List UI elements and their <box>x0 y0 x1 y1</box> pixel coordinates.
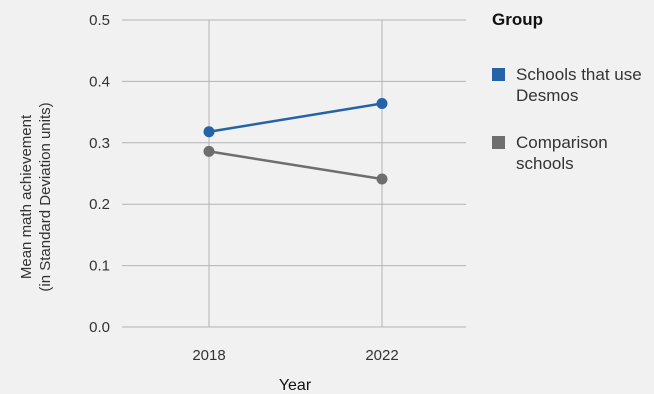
data-point-0 <box>203 126 215 138</box>
legend-swatch-desmos <box>492 68 505 81</box>
data-point-1 <box>376 173 388 185</box>
data-point-0 <box>376 98 388 110</box>
x-tick-labels: 2018 2022 <box>192 347 398 364</box>
y-tick-label: 0.1 <box>89 258 110 275</box>
y-tick-labels: 0.0 0.1 0.2 0.3 0.4 0.5 <box>89 12 110 336</box>
y-axis-title-line2: (in Standard Deviation units) <box>37 102 54 291</box>
y-axis-title-line1: Mean math achievement <box>18 114 35 279</box>
legend-title: Group <box>492 10 543 29</box>
y-axis-title: Mean math achievement (in Standard Devia… <box>18 102 54 291</box>
series-line-0 <box>208 102 383 133</box>
legend-item-desmos: Schools that use Desmos <box>492 64 652 106</box>
x-tick-label: 2018 <box>192 347 225 364</box>
series-lines <box>208 102 383 181</box>
y-tick-label: 0.0 <box>89 319 110 336</box>
data-point-1 <box>203 145 215 157</box>
legend: Group Schools that use Desmos Comparison… <box>492 10 652 200</box>
x-tick-label: 2022 <box>365 347 398 364</box>
legend-label-comparison: Comparison schools <box>516 133 608 173</box>
gridlines <box>122 19 466 328</box>
series-points <box>203 98 388 185</box>
x-axis-title: Year <box>279 377 312 394</box>
y-tick-label: 0.4 <box>89 73 110 90</box>
y-tick-label: 0.2 <box>89 196 110 213</box>
legend-swatch-comparison <box>492 136 505 149</box>
legend-item-comparison: Comparison schools <box>492 132 652 174</box>
y-tick-label: 0.3 <box>89 135 110 152</box>
legend-label-desmos: Schools that use Desmos <box>516 65 642 105</box>
series-line-1 <box>208 150 383 181</box>
y-tick-label: 0.5 <box>89 12 110 29</box>
